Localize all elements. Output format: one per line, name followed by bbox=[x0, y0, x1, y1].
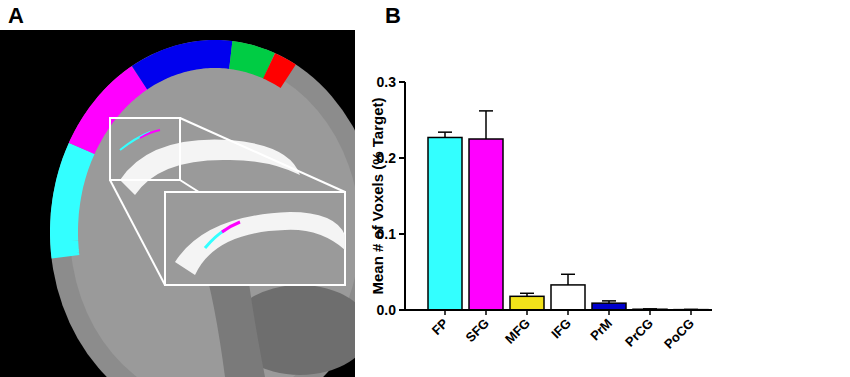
error-cap bbox=[561, 274, 575, 276]
x-tick-label: MFG bbox=[502, 316, 533, 347]
y-axis-label: Mean # of Voxels (% Target) bbox=[369, 98, 386, 295]
x-tick-label: FP bbox=[429, 315, 452, 338]
y-tick bbox=[399, 157, 405, 159]
error-bars bbox=[438, 111, 698, 310]
figure: AB0.00.10.20.3FPSFGMFGIFGPrMPrCGPoCGMean… bbox=[0, 0, 850, 377]
zoom-tract bbox=[205, 230, 225, 248]
error-cap bbox=[602, 300, 616, 302]
cortex-region bbox=[64, 148, 82, 256]
error-cap bbox=[438, 131, 452, 133]
zoom-tract bbox=[222, 222, 240, 232]
x-tick-label: PrM bbox=[587, 316, 615, 344]
panel-label: B bbox=[385, 3, 401, 28]
x-tick bbox=[608, 310, 610, 315]
x-tick-label: PoCG bbox=[661, 316, 697, 352]
cortex-region bbox=[269, 66, 288, 77]
x-tick bbox=[485, 310, 487, 315]
y-tick bbox=[399, 81, 405, 83]
bar bbox=[592, 303, 626, 310]
x-tick bbox=[649, 310, 651, 315]
x-axis bbox=[405, 309, 712, 311]
y-tick-label: 0.3 bbox=[377, 74, 397, 90]
brain bbox=[50, 40, 355, 377]
x-tick bbox=[690, 310, 692, 315]
y-tick bbox=[399, 233, 405, 235]
bars bbox=[428, 137, 708, 310]
x-tick-label: IFG bbox=[548, 316, 574, 342]
bar bbox=[510, 296, 544, 310]
bar bbox=[551, 285, 585, 310]
y-tick-label: 0.0 bbox=[377, 302, 397, 318]
x-tick bbox=[526, 310, 528, 315]
zoom-callosum bbox=[175, 212, 345, 275]
cortex-region bbox=[231, 55, 269, 66]
bar bbox=[428, 137, 462, 310]
zoom-line bbox=[180, 118, 345, 192]
error-stem bbox=[485, 111, 487, 139]
error-cap bbox=[479, 110, 493, 112]
y-axis bbox=[404, 82, 406, 310]
panel-label: A bbox=[8, 3, 24, 28]
x-tick bbox=[444, 310, 446, 315]
tract bbox=[140, 130, 160, 138]
cortex-region bbox=[140, 54, 231, 78]
error-bar bbox=[479, 111, 493, 139]
x-tick-label: SFG bbox=[463, 316, 493, 346]
zoom-box bbox=[165, 192, 345, 285]
x-tick bbox=[567, 310, 569, 315]
zoom-line bbox=[110, 180, 165, 285]
corpus-callosum bbox=[120, 140, 300, 196]
error-bar bbox=[561, 274, 575, 285]
bar bbox=[469, 139, 503, 310]
x-tick-label: PrCG bbox=[622, 316, 656, 350]
error-bar bbox=[520, 293, 534, 296]
zoom-source bbox=[110, 118, 180, 180]
error-stem bbox=[567, 274, 569, 285]
error-bar bbox=[602, 301, 616, 303]
error-stem bbox=[444, 132, 446, 137]
error-cap bbox=[520, 293, 534, 295]
y-tick bbox=[399, 309, 405, 311]
panel-a bbox=[0, 30, 355, 377]
error-bar bbox=[438, 132, 452, 137]
